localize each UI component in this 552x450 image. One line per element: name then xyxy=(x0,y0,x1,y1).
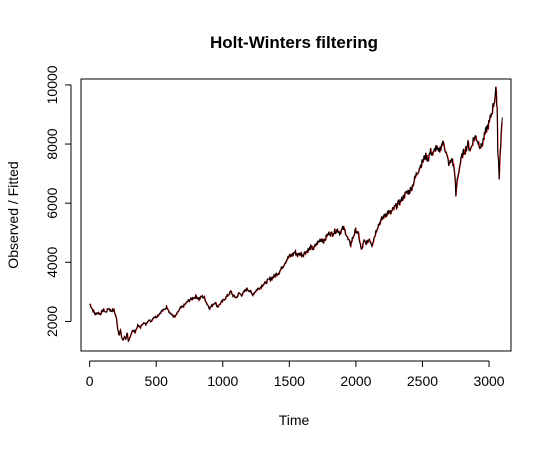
fitted-line xyxy=(89,86,503,342)
plot-area-border xyxy=(80,78,512,352)
fitted-series xyxy=(89,86,503,342)
y-axis-label: Observed / Fitted xyxy=(5,161,21,268)
x-tick-label: 2500 xyxy=(407,373,438,389)
observed-series xyxy=(89,86,503,342)
x-tick-label: 1500 xyxy=(274,373,305,389)
y-tick-label: 10000 xyxy=(44,65,60,104)
y-tick-label: 6000 xyxy=(44,187,60,218)
observed-line xyxy=(89,86,503,342)
x-tick-label: 1000 xyxy=(207,373,238,389)
x-tick-label: 3000 xyxy=(473,373,504,389)
y-tick-label: 4000 xyxy=(44,247,60,278)
x-tick-label: 0 xyxy=(86,373,94,389)
y-tick-label: 8000 xyxy=(44,128,60,159)
chart-title: Holt-Winters filtering xyxy=(210,33,378,52)
x-axis-label: Time xyxy=(279,412,310,428)
y-tick-label: 2000 xyxy=(44,306,60,337)
x-tick-label: 500 xyxy=(145,373,169,389)
x-tick-label: 2000 xyxy=(340,373,371,389)
x-axis: 0 500 1000 1500 2000 2500 3000 xyxy=(86,360,505,389)
y-axis: 2000 4000 6000 8000 10000 xyxy=(44,65,72,337)
